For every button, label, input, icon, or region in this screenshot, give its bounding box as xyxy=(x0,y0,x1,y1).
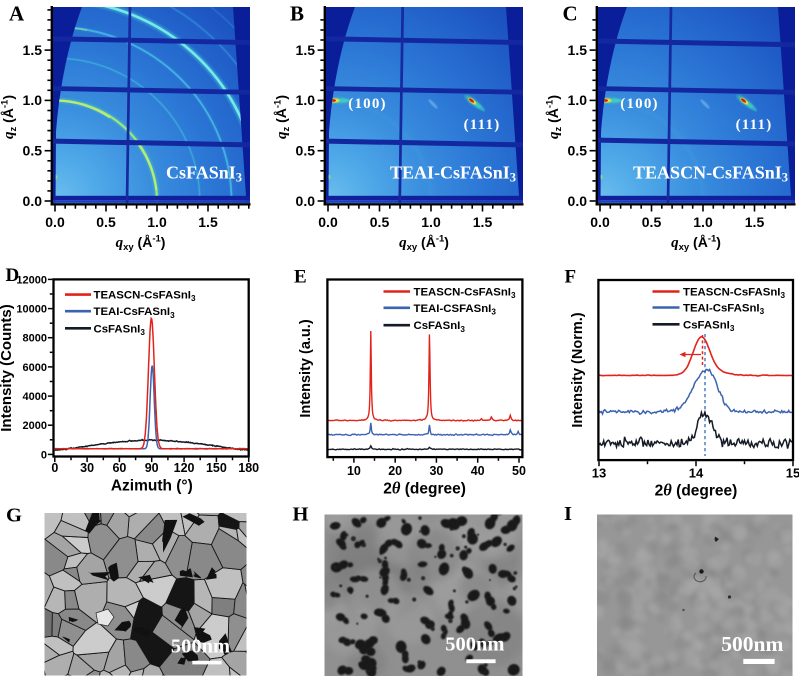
svg-text:TEAI-CsFASnI3: TEAI-CsFASnI3 xyxy=(94,306,176,320)
svg-text:40: 40 xyxy=(471,464,485,478)
svg-text:1.5: 1.5 xyxy=(473,214,493,230)
svg-text:TEAI-CSFASnI3: TEAI-CSFASnI3 xyxy=(414,303,497,317)
svg-text:150: 150 xyxy=(206,461,227,475)
svg-text:14: 14 xyxy=(689,466,704,481)
svg-text:CsFASnI3: CsFASnI3 xyxy=(166,163,242,185)
svg-text:2θ (degree): 2θ (degree) xyxy=(383,479,466,498)
svg-text:0.0: 0.0 xyxy=(590,214,610,230)
svg-text:H: H xyxy=(293,504,309,526)
svg-text:1.0: 1.0 xyxy=(421,214,441,230)
svg-text:500nm: 500nm xyxy=(445,634,504,656)
svg-text:B: B xyxy=(290,2,304,26)
svg-text:1.5: 1.5 xyxy=(745,214,765,230)
svg-text:12000: 12000 xyxy=(16,274,47,286)
svg-text:10000: 10000 xyxy=(16,304,47,316)
svg-text:CsFASnI3: CsFASnI3 xyxy=(414,320,466,334)
svg-text:A: A xyxy=(9,2,25,26)
svg-text:qz (Å-1): qz (Å-1) xyxy=(0,95,19,139)
svg-text:30: 30 xyxy=(80,461,94,475)
svg-text:20: 20 xyxy=(388,464,402,478)
svg-text:15: 15 xyxy=(786,466,799,481)
svg-text:120: 120 xyxy=(174,461,195,475)
svg-text:Intensity (a.u.): Intensity (a.u.) xyxy=(298,319,314,417)
svg-text:8000: 8000 xyxy=(23,333,47,345)
svg-text:D: D xyxy=(6,265,20,286)
svg-text:180: 180 xyxy=(238,461,259,475)
svg-text:1.0: 1.0 xyxy=(147,214,167,230)
svg-text:(111): (111) xyxy=(736,117,773,133)
svg-text:I: I xyxy=(564,503,572,525)
svg-text:qxy (Å-1): qxy (Å-1) xyxy=(399,234,449,254)
svg-text:1.0: 1.0 xyxy=(296,92,316,108)
svg-text:90: 90 xyxy=(145,461,159,475)
svg-text:6000: 6000 xyxy=(23,362,47,374)
svg-text:0.0: 0.0 xyxy=(568,193,588,209)
svg-text:TEASCN-CsFASnI3: TEASCN-CsFASnI3 xyxy=(633,163,788,185)
svg-text:TEAI-CsFASnI3: TEAI-CsFASnI3 xyxy=(683,303,765,317)
svg-text:TEASCN-CsFASnI3: TEASCN-CsFASnI3 xyxy=(94,290,196,304)
svg-text:2000: 2000 xyxy=(23,420,47,432)
svg-text:30: 30 xyxy=(429,464,443,478)
svg-text:0.0: 0.0 xyxy=(23,193,43,209)
svg-text:2θ (degree): 2θ (degree) xyxy=(655,481,738,500)
svg-text:E: E xyxy=(294,267,307,288)
svg-text:Azimuth (°): Azimuth (°) xyxy=(111,478,193,495)
svg-text:0: 0 xyxy=(51,461,58,475)
svg-text:0.0: 0.0 xyxy=(45,214,65,230)
svg-text:1.0: 1.0 xyxy=(693,214,713,230)
svg-text:1.5: 1.5 xyxy=(568,42,588,58)
svg-text:10: 10 xyxy=(347,464,361,478)
svg-text:1.5: 1.5 xyxy=(198,214,218,230)
svg-text:CsFASnI3: CsFASnI3 xyxy=(683,319,735,333)
svg-text:50: 50 xyxy=(512,464,526,478)
svg-text:qz (Å-1): qz (Å-1) xyxy=(545,95,565,139)
svg-text:500nm: 500nm xyxy=(721,632,783,656)
svg-text:(100): (100) xyxy=(620,96,659,112)
svg-text:1.5: 1.5 xyxy=(296,42,316,58)
svg-text:0.0: 0.0 xyxy=(318,214,338,230)
svg-text:0.5: 0.5 xyxy=(296,143,316,159)
svg-text:0.5: 0.5 xyxy=(23,143,43,159)
svg-text:TEASCN-CsFASnI3: TEASCN-CsFASnI3 xyxy=(683,287,785,301)
svg-text:1.0: 1.0 xyxy=(23,92,43,108)
svg-text:G: G xyxy=(6,505,22,527)
svg-text:4000: 4000 xyxy=(23,391,47,403)
svg-text:0.5: 0.5 xyxy=(370,214,390,230)
svg-text:F: F xyxy=(565,267,577,288)
svg-text:0.5: 0.5 xyxy=(568,143,588,159)
svg-text:qz (Å-1): qz (Å-1) xyxy=(273,95,293,139)
svg-text:Intensity (Counts): Intensity (Counts) xyxy=(0,304,15,432)
svg-text:1.0: 1.0 xyxy=(568,92,588,108)
svg-text:(100): (100) xyxy=(348,96,387,112)
svg-text:60: 60 xyxy=(112,461,126,475)
svg-text:(111): (111) xyxy=(464,117,501,133)
svg-text:C: C xyxy=(563,2,578,26)
svg-text:13: 13 xyxy=(592,466,606,481)
svg-text:qxy (Å-1): qxy (Å-1) xyxy=(671,234,721,254)
svg-text:500nm: 500nm xyxy=(171,636,230,658)
svg-text:TEASCN-CsFASnI3: TEASCN-CsFASnI3 xyxy=(414,287,516,301)
svg-text:0.5: 0.5 xyxy=(642,214,662,230)
svg-text:qxy (Å-1): qxy (Å-1) xyxy=(116,234,166,254)
svg-text:0.5: 0.5 xyxy=(96,214,116,230)
svg-text:Intensity (Norm.): Intensity (Norm.) xyxy=(570,312,586,427)
svg-text:0.0: 0.0 xyxy=(296,193,316,209)
svg-text:0: 0 xyxy=(41,449,47,461)
svg-text:CsFASnI3: CsFASnI3 xyxy=(94,323,146,337)
svg-text:TEAI-CsFASnI3: TEAI-CsFASnI3 xyxy=(390,163,516,185)
svg-text:1.5: 1.5 xyxy=(23,42,43,58)
